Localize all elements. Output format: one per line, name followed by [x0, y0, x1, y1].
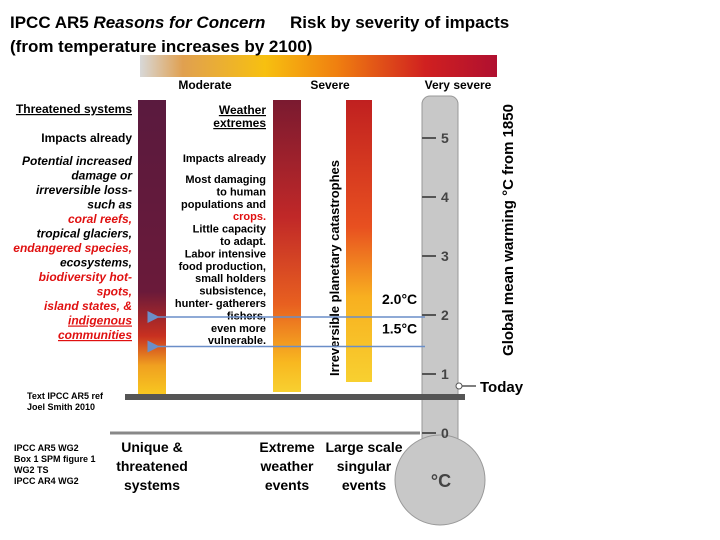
category-label: events: [265, 477, 310, 493]
weather-bar: [273, 100, 301, 392]
note: IPCC AR4 WG2: [14, 476, 79, 486]
tick-label: 2: [441, 307, 449, 323]
category-label: systems: [124, 477, 180, 493]
severity-label: Severe: [310, 78, 350, 92]
thermometer-bulb: [394, 434, 486, 526]
unique-heading: Threatened systems: [16, 102, 132, 116]
unique-line: ecosystems,: [60, 256, 132, 270]
tick-label: 1: [441, 366, 449, 382]
thermometer-tube: [421, 95, 459, 447]
singular-bar: [346, 100, 372, 382]
marker-label: 2.0°C: [382, 291, 417, 307]
weather-line: small holders: [195, 273, 266, 285]
weather-line: to adapt.: [220, 236, 266, 248]
thermometer-unit: °C: [431, 471, 451, 491]
tick-label: 0: [441, 425, 449, 441]
weather-line: populations and: [181, 199, 266, 211]
unique-line: endangered species,: [13, 241, 132, 255]
today-dot: [455, 382, 463, 390]
weather-line: even more: [211, 323, 266, 335]
category-label: Unique &: [121, 439, 182, 455]
weather-line: food production,: [179, 261, 266, 273]
severity-label: Very severe: [425, 78, 492, 92]
unique-line: coral reefs,: [68, 212, 132, 226]
category-label: threatened: [116, 458, 188, 474]
title: IPCC AR5 Reasons for Concern Risk by seve…: [10, 13, 509, 32]
title-part: IPCC AR5: [10, 13, 93, 32]
unique-line: Potential increased: [22, 154, 133, 168]
title-part: Reasons for Concern: [93, 13, 265, 32]
today-label: Today: [480, 379, 524, 396]
unique-line: tropical glaciers,: [37, 227, 132, 241]
weather-line: to human: [217, 186, 267, 198]
weather-line: vulnerable.: [208, 335, 266, 347]
note: IPCC AR5 WG2: [14, 443, 79, 453]
weather-line: subsistence,: [199, 286, 266, 298]
severity-label: Moderate: [178, 78, 232, 92]
unique-impacts: Impacts already: [41, 131, 132, 145]
category-label: singular: [337, 458, 392, 474]
weather-line: Little capacity: [193, 224, 267, 236]
category-label: Large scale: [325, 439, 402, 455]
weather-line: Labor intensive: [185, 248, 266, 260]
note: Box 1 SPM figure 1: [14, 454, 96, 464]
marker-label: 1.5°C: [382, 321, 417, 337]
thermometer-neck: [426, 440, 454, 452]
weather-line: crops.: [233, 211, 266, 223]
category-label: events: [342, 477, 387, 493]
platform: [125, 394, 465, 400]
unique-line: such as: [87, 198, 132, 212]
weather-heading: extremes: [213, 116, 266, 130]
unique-line: damage or: [71, 169, 133, 183]
weather-heading: Weather: [219, 103, 266, 117]
weather-line: hunter- gatherers: [175, 298, 266, 310]
title-line2: (from temperature increases by 2100): [10, 37, 312, 56]
note: Text IPCC AR5 ref: [27, 391, 104, 401]
unique-line: communities: [58, 328, 132, 342]
note: Joel Smith 2010: [27, 402, 95, 412]
unique-line: spots,: [97, 285, 132, 299]
tick-label: 3: [441, 248, 449, 264]
unique-bar: [138, 100, 166, 395]
singular-label: Irreversible planetary catastrophes: [327, 160, 342, 376]
unique-line: biodiversity hot-: [39, 270, 132, 284]
severity-gradient: [140, 55, 497, 77]
unique-line: indigenous: [68, 314, 132, 328]
unique-line: irreversible loss-: [36, 183, 132, 197]
weather-impacts: Impacts already: [183, 153, 267, 165]
axis-label: Global mean warming °C from 1850: [500, 104, 517, 356]
category-label: weather: [260, 458, 314, 474]
weather-line: Most damaging: [185, 174, 266, 186]
unique-line: island states, &: [44, 299, 132, 313]
note: WG2 TS: [14, 465, 49, 475]
title-part: Risk by severity of impacts: [290, 13, 509, 32]
tick-label: 5: [441, 130, 449, 146]
tick-label: 4: [441, 189, 449, 205]
category-label: Extreme: [259, 439, 314, 455]
